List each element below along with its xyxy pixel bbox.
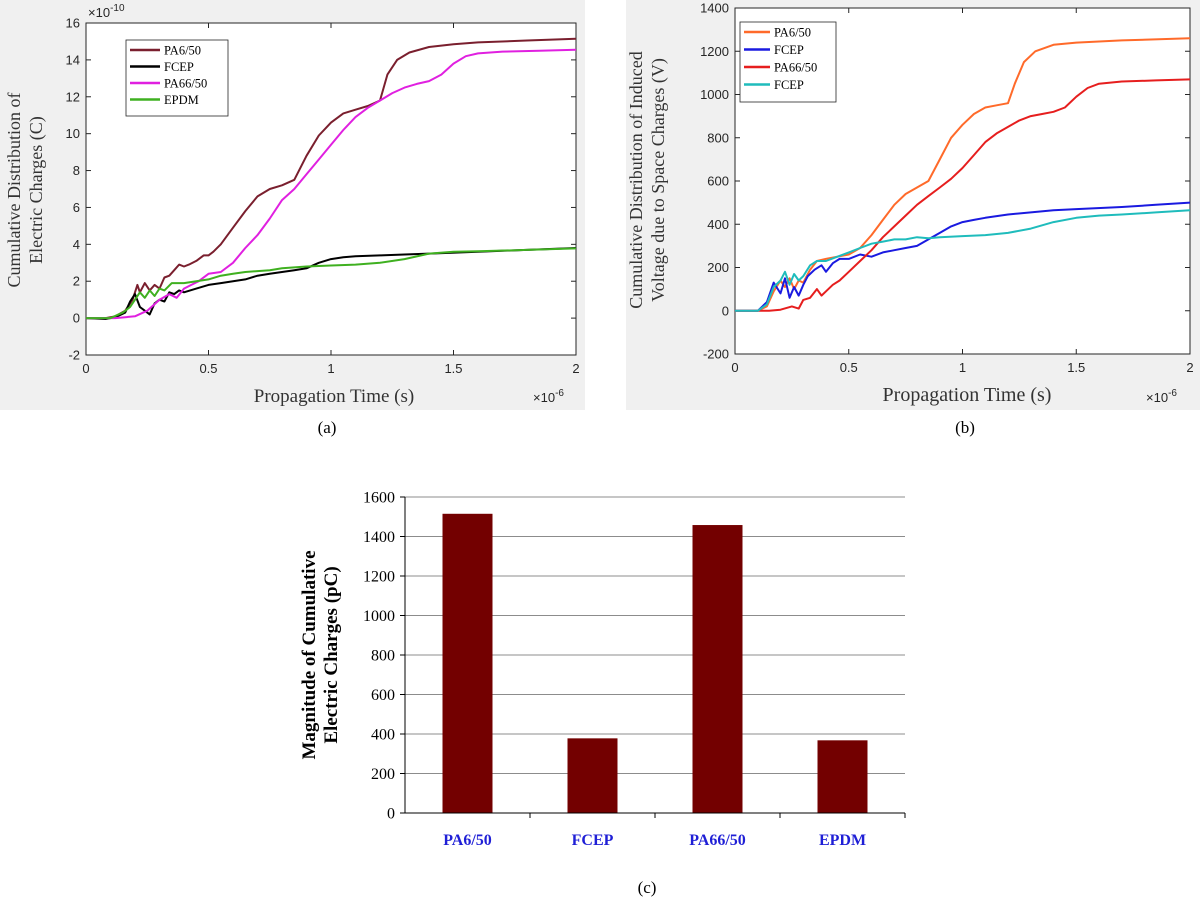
- panel-b-lines: [735, 37, 1191, 312]
- panel-b-legend-box: [739, 21, 837, 103]
- panel-b-x-tick-label: 1: [959, 360, 966, 375]
- panel-a-y-tick-label: -2: [68, 348, 80, 363]
- panel-a-legend-box: [125, 39, 229, 117]
- panel-c-y-tick-label: 1600: [363, 490, 395, 507]
- caption-a: (a): [318, 418, 337, 437]
- panel-c-y-label: Magnitude of Cumulative Electric Charges…: [299, 551, 342, 760]
- panel-b-y-tick-label: 1000: [700, 87, 729, 102]
- panel-a-x-tick-label: 0.5: [199, 361, 217, 376]
- bar-fcep: [567, 738, 618, 813]
- panel-a-x-ticks: 0 0.5 1 1.5 2: [82, 23, 580, 376]
- panel-b-y-tick-label: 1200: [700, 44, 729, 59]
- panel-c-y-tick-label: 600: [371, 687, 395, 704]
- panel-a-lines: [85, 37, 577, 320]
- panel-a-x-tick-label: 1: [327, 361, 334, 376]
- panel-a-series-line-2: [85, 247, 577, 320]
- panel-c-category-label: PA6/50: [443, 832, 492, 849]
- panel-a-y-tick-label: 6: [73, 200, 80, 215]
- panel-a-y-label-line-1: Cumulative Distribution of: [4, 93, 24, 288]
- panel-a-legend-label-4: EPDM: [164, 93, 199, 107]
- panel-c-y-ticks: 0 200 400 600 800 1000 1200 1400 1600: [363, 490, 405, 823]
- panel-a-x-multiplier: ×10-6: [533, 388, 564, 405]
- panel-a-y-tick-label: 16: [66, 16, 80, 31]
- panel-b-x-tick-label: 1.5: [1067, 360, 1085, 375]
- panel-b-legend-label-2: FCEP: [774, 43, 804, 57]
- panel-c: 0 200 400 600 800 1000 1200 1400 1600 PA6/50 FCEP…: [299, 490, 906, 849]
- panel-a-y-tick-label: 0: [73, 311, 80, 326]
- panel-b-legend-label-1: PA6/50: [774, 26, 811, 40]
- bar-epdm: [817, 740, 868, 813]
- panel-b-y-label-line-2: Voltage due to Space Charges (V): [648, 58, 669, 302]
- panel-c-y-label-line-1: Magnitude of Cumulative: [299, 551, 320, 760]
- panel-b-y-tick-label: 600: [707, 174, 729, 189]
- panel-b-y-tick-label: 200: [707, 260, 729, 275]
- panel-b-y-tick-label: -200: [703, 347, 729, 362]
- panel-c-y-tick-label: 800: [371, 648, 395, 665]
- panel-a-legend-label-2: FCEP: [164, 60, 194, 74]
- panel-b-x-tick-label: 2: [1186, 360, 1193, 375]
- panel-c-y-tick-label: 1200: [363, 569, 395, 586]
- panel-b-legend: PA6/50 FCEP PA66/50 FCEP: [739, 21, 837, 103]
- panel-b-x-label: Propagation Time (s): [883, 384, 1052, 406]
- panel-b-x-ticks: 0 0.5 1 1.5 2: [731, 8, 1194, 375]
- panel-a-series-line-4: [86, 247, 577, 320]
- panel-a-series-line-3: [86, 48, 577, 320]
- panel-a-y-tick-label: 4: [73, 237, 80, 252]
- panel-c-y-tick-label: 1000: [363, 608, 395, 625]
- panel-b-x-tick-label: 0.5: [840, 360, 858, 375]
- panel-b-y-tick-label: 800: [707, 130, 729, 145]
- panel-b-x-tick-label: 0: [731, 360, 738, 375]
- panel-a-y-tick-label: 14: [66, 52, 80, 67]
- panel-a-y-ticks: -2 0 2 4 6 8 10 12 14 16: [66, 16, 576, 363]
- panel-b-y-tick-label: 1400: [700, 1, 729, 16]
- panel-b-legend-label-4: FCEP: [774, 78, 804, 92]
- caption-c: (c): [638, 878, 657, 897]
- panel-a-y-label-line-2: Electric Charges (C): [26, 116, 47, 264]
- panel-a-y-tick-label: 10: [66, 126, 80, 141]
- panel-c-category-label: FCEP: [572, 832, 614, 849]
- panel-a-y-label: Cumulative Distribution of Electric Char…: [4, 93, 47, 288]
- panel-c-y-tick-label: 200: [371, 766, 395, 783]
- caption-b: (b): [955, 418, 975, 437]
- panel-c-category-labels: PA6/50 FCEP PA66/50 EPDM: [443, 813, 906, 849]
- panel-c-y-label-line-2: Electric Charges (pC): [321, 566, 342, 743]
- panel-b-series-line-4: [735, 209, 1191, 312]
- panel-b-y-ticks: -200 0 200 400 600 800 1000 1200 1400: [700, 1, 1190, 362]
- panel-b-series-line-3: [735, 78, 1191, 312]
- panel-a-y-tick-label: 12: [66, 89, 80, 104]
- panel-b-y-tick-label: 0: [722, 303, 729, 318]
- panel-a-legend-label-1: PA6/50: [164, 44, 201, 58]
- panel-a-x-label: Propagation Time (s): [254, 386, 414, 407]
- panel-c-category-label: EPDM: [819, 832, 866, 849]
- panel-a-y-tick-label: 8: [73, 163, 80, 178]
- panel-b-x-multiplier: ×10-6: [1146, 388, 1177, 405]
- bar-pa66-50: [692, 525, 743, 813]
- panel-a-x-tick-label: 1.5: [444, 361, 462, 376]
- panel-a-x-tick-label: 2: [572, 361, 579, 376]
- panel-b-y-label: Cumulative Distribution of Induced Volta…: [626, 51, 669, 308]
- bar-pa6-50: [442, 513, 493, 813]
- panel-a-series-line-1: [86, 37, 577, 320]
- panel-c-y-tick-label: 400: [371, 727, 395, 744]
- panel-a-legend: PA6/50 FCEP PA66/50 EPDM: [125, 39, 229, 117]
- panel-c-category-label: PA66/50: [689, 832, 746, 849]
- panel-a-legend-label-3: PA66/50: [164, 77, 207, 91]
- panel-a-y-tick-label: 2: [73, 274, 80, 289]
- panel-b-y-tick-label: 400: [707, 217, 729, 232]
- panel-a-y-multiplier: ×10-10: [88, 3, 125, 20]
- panel-c-y-tick-label: 0: [387, 806, 395, 823]
- panel-b-y-label-line-1: Cumulative Distribution of Induced: [626, 51, 646, 308]
- panel-a-x-tick-label: 0: [82, 361, 89, 376]
- panel-b-legend-label-3: PA66/50: [774, 61, 817, 75]
- panel-c-bars: [442, 513, 868, 813]
- panel-c-y-tick-label: 1400: [363, 529, 395, 546]
